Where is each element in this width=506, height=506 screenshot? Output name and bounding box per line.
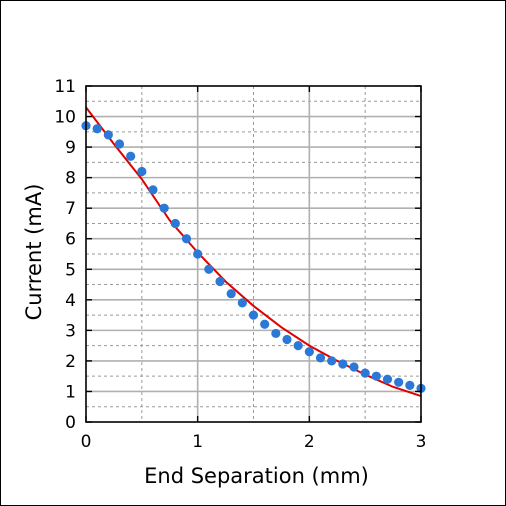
- data-point: [371, 371, 381, 381]
- y-tick-label: 8: [65, 169, 76, 189]
- data-point: [293, 341, 303, 351]
- data-point: [226, 289, 236, 299]
- y-tick-label: 9: [65, 138, 76, 158]
- y-tick-label: 3: [65, 321, 76, 341]
- data-point: [92, 124, 102, 134]
- x-tick-label: 2: [304, 432, 315, 452]
- data-point: [271, 328, 281, 339]
- data-point: [382, 374, 393, 384]
- labels-layer: End Separation (mm) Current (mA) 0 1 2 3 4 5 6…: [22, 77, 426, 488]
- data-point: [159, 203, 169, 213]
- data-point: [114, 139, 125, 149]
- data-point: [405, 380, 415, 390]
- data-point: [126, 151, 136, 161]
- x-tick-label: 0: [81, 432, 92, 452]
- data-point: [360, 368, 370, 378]
- data-point: [282, 334, 292, 345]
- data-point: [327, 356, 337, 366]
- data-point: [193, 249, 203, 259]
- y-tick-label: 11: [54, 77, 76, 97]
- data-point: [148, 185, 158, 195]
- y-tick-label: 5: [65, 260, 76, 280]
- data-point: [315, 353, 326, 363]
- data-point: [304, 347, 314, 357]
- y-tick-label: 4: [65, 291, 76, 311]
- x-tick-label: 3: [416, 432, 427, 452]
- data-point: [215, 276, 225, 287]
- x-axis-label: End Separation (mm): [144, 464, 369, 488]
- data-point: [338, 359, 348, 369]
- grid-layer: [86, 86, 421, 422]
- y-tick-label: 7: [65, 199, 76, 219]
- y-tick-label: 1: [65, 382, 76, 402]
- data-point: [394, 377, 404, 387]
- data-point: [103, 130, 113, 140]
- data-point: [260, 319, 270, 329]
- data-point: [204, 264, 214, 274]
- data-point: [137, 166, 147, 177]
- y-tick-label: 2: [65, 352, 76, 372]
- data-point: [181, 234, 192, 244]
- data-point: [248, 310, 259, 320]
- y-axis-label: Current (mA): [22, 184, 46, 321]
- axes-box: [85, 85, 422, 423]
- y-tick-label: 10: [54, 108, 76, 128]
- data-point: [349, 362, 359, 372]
- y-tick-label: 0: [65, 413, 76, 433]
- data-point: [237, 298, 247, 308]
- x-tick-label: 1: [192, 432, 203, 452]
- series-layer: [81, 106, 426, 397]
- axes-layer: [85, 85, 422, 423]
- data-point: [170, 218, 180, 229]
- y-tick-label: 6: [65, 230, 76, 250]
